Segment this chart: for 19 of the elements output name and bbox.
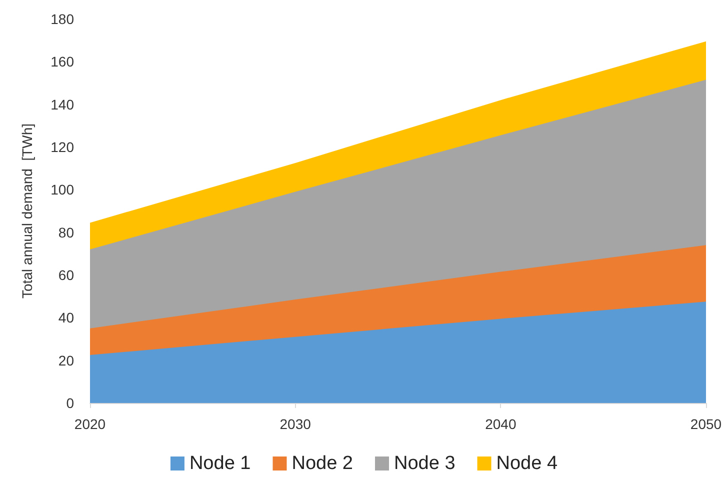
y-axis-title: Total annual demand [TWh] (19, 123, 35, 299)
legend-label: Node 2 (292, 453, 354, 474)
y-tick-label: 140 (50, 96, 74, 112)
y-tick-label: 20 (58, 352, 74, 368)
y-tick-label: 0 (66, 395, 74, 411)
x-tick-label: 2030 (280, 416, 312, 432)
legend-label: Node 3 (394, 453, 456, 474)
y-tick-label: 60 (58, 267, 74, 283)
y-tick-label: 40 (58, 310, 74, 326)
legend-label: Node 1 (189, 453, 251, 474)
x-tick-label: 2040 (485, 416, 516, 432)
y-tick-label: 100 (50, 182, 74, 198)
x-tick-label: 2020 (74, 416, 106, 432)
y-tick-label: 180 (50, 11, 74, 27)
x-tick-label: 2050 (690, 416, 722, 432)
y-tick-label: 160 (50, 54, 74, 70)
legend-label: Node 4 (496, 453, 558, 474)
y-tick-label: 80 (58, 224, 74, 240)
y-tick-label: 120 (50, 139, 74, 155)
